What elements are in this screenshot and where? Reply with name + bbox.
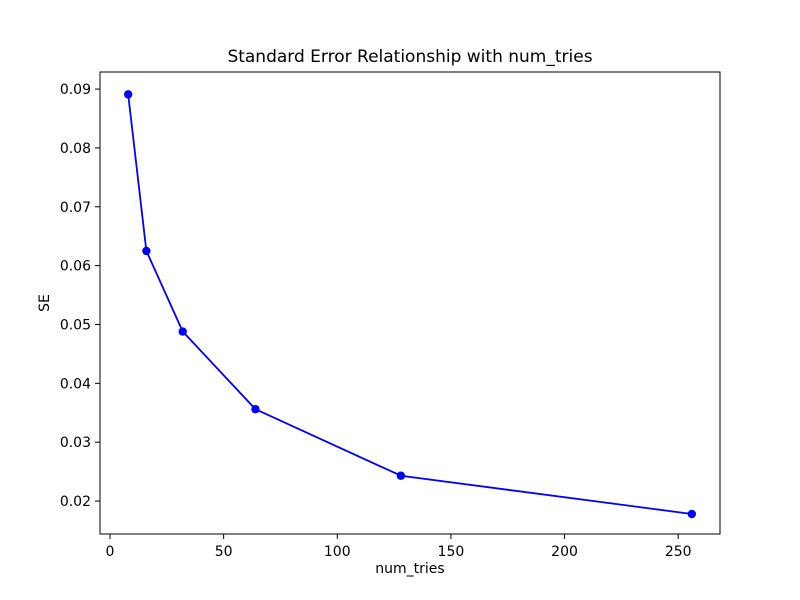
- y-tick-label: 0.05: [60, 317, 91, 333]
- y-tick-label: 0.02: [60, 494, 91, 510]
- x-tick-label: 100: [324, 544, 351, 560]
- data-point: [687, 509, 697, 519]
- data-point: [178, 327, 187, 336]
- y-tick-label: 0.06: [60, 259, 91, 275]
- data-point: [123, 90, 133, 99]
- x-tick-label: 200: [551, 544, 578, 560]
- y-tick-label: 0.03: [60, 435, 91, 451]
- chart-title: Standard Error Relationship with num_tri…: [227, 47, 593, 67]
- y-tick-label: 0.04: [60, 376, 91, 392]
- x-axis-label: num_tries: [375, 561, 445, 577]
- y-tick-label: 0.07: [60, 200, 91, 216]
- data-point: [251, 405, 260, 414]
- data-line: [127, 94, 692, 515]
- y-tick-label: 0.08: [60, 141, 91, 157]
- data-point: [396, 471, 406, 480]
- data-point: [142, 246, 151, 256]
- x-tick-label: 250: [665, 544, 692, 560]
- y-tick-label: 0.09: [60, 82, 91, 98]
- x-tick-label: 150: [438, 544, 465, 560]
- x-tick-label: 0: [106, 544, 115, 560]
- x-tick-label: 50: [215, 544, 233, 560]
- plot-border: [99, 71, 721, 535]
